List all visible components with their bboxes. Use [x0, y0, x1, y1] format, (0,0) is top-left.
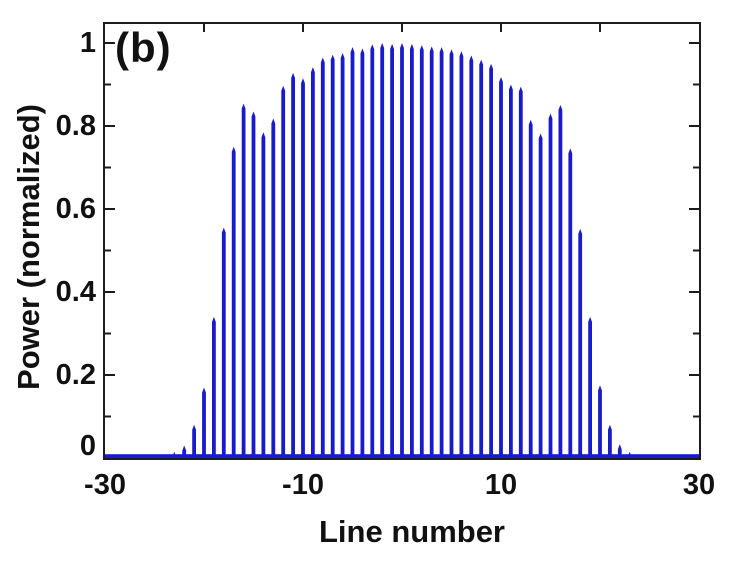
stem: [459, 51, 464, 458]
stem: [192, 424, 196, 458]
stem: [419, 45, 424, 458]
stem: [311, 67, 315, 458]
stem: [479, 59, 484, 458]
stem: [221, 227, 226, 458]
x-axis-label: Line number: [318, 514, 505, 549]
x-tick-label: 30: [682, 469, 716, 501]
y-tick-label: 0.4: [55, 276, 96, 308]
stem: [390, 43, 394, 458]
plot-area: (b): [103, 22, 701, 460]
y-tick-label: 0.6: [55, 193, 96, 225]
stem: [429, 46, 434, 458]
stem: [538, 133, 543, 458]
y-axis-label: Power (normalized): [11, 104, 46, 390]
stem: [350, 47, 355, 458]
x-tick-label: 10: [484, 469, 518, 501]
stem: [241, 103, 246, 458]
stem: [212, 316, 216, 458]
stem: [578, 228, 583, 458]
baseline: [105, 454, 699, 458]
stem: [509, 84, 513, 458]
stem: [320, 57, 325, 458]
stem: [588, 316, 592, 458]
stem: [261, 132, 266, 458]
stem: [291, 72, 295, 458]
y-tick-label: 1: [79, 27, 96, 59]
stem: [598, 385, 602, 458]
stem: [380, 43, 385, 458]
stem: [231, 146, 236, 458]
stem: [330, 54, 335, 458]
panel-label: (b): [115, 24, 172, 71]
stem: [518, 86, 523, 458]
y-tick-label: 0: [79, 430, 96, 462]
x-tick-label: -30: [84, 469, 126, 501]
stem: [340, 52, 345, 458]
stem: [281, 85, 286, 458]
stem: [360, 48, 365, 458]
stem: [251, 111, 256, 458]
y-tick-label: 0.2: [55, 359, 96, 391]
stem: [469, 55, 474, 458]
stem: [410, 43, 414, 458]
stem: [202, 387, 206, 458]
stem: [499, 77, 503, 458]
stem-chart-svg: [105, 24, 699, 458]
x-tick-label: -10: [282, 469, 324, 501]
stem: [558, 104, 563, 458]
stem: [439, 47, 444, 458]
stem: [400, 43, 404, 458]
stem: [548, 113, 553, 458]
stem: [301, 78, 305, 458]
stem: [489, 63, 493, 458]
stem: [370, 44, 375, 458]
stem: [449, 49, 454, 458]
stem: [271, 118, 276, 458]
stem: [608, 424, 612, 458]
stem: [528, 119, 533, 458]
y-tick-label: 0.8: [55, 110, 96, 142]
stem: [568, 148, 573, 458]
